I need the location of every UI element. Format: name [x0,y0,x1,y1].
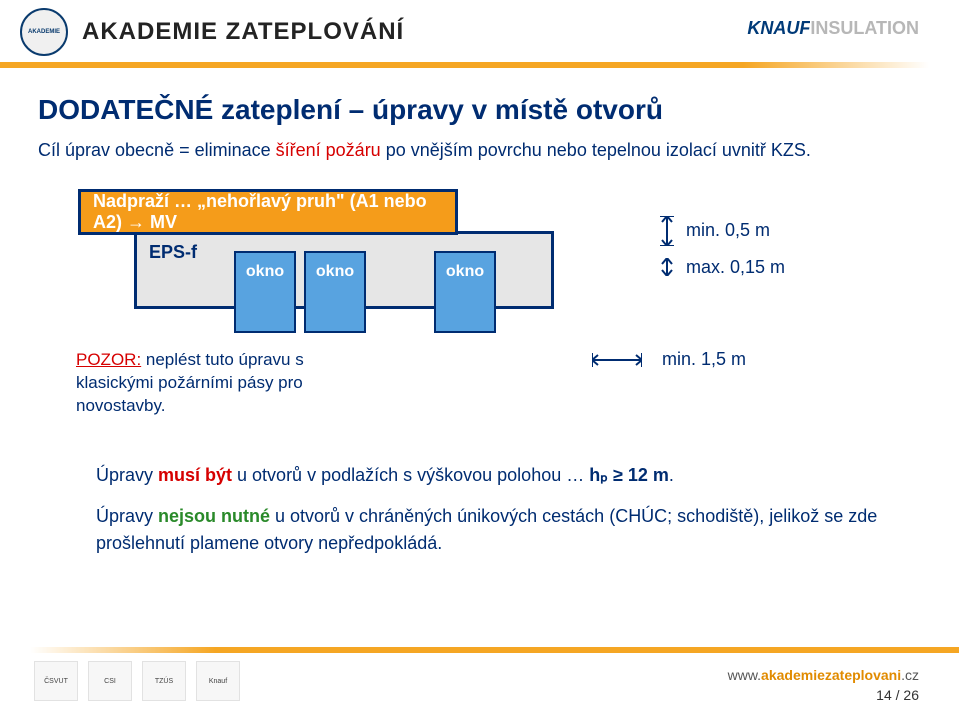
bullet-list: Úpravy musí být u otvorů v podlažích s v… [96,462,921,557]
bullet-2: Úpravy nejsou nutné u otvorů v chráněnýc… [96,503,921,557]
header-rule [0,62,929,68]
vertical-arrow-icon [658,258,676,276]
b1-red: musí být [158,465,232,485]
pozor-note: POZOR: neplést tuto úpravu s klasickými … [76,349,346,418]
brand-logo: KNAUFINSULATION [747,18,919,39]
subtitle-before: Cíl úprav obecně = eliminace [38,140,276,160]
diagram-wrap: Nadpraží … „nehořlavý pruh" (A1 nebo A2)… [78,189,628,309]
brand-suffix: INSULATION [810,18,919,38]
dimension-labels: min. 0,5 m max. 0,15 m [658,215,785,282]
bullet-1: Úpravy musí být u otvorů v podlažích s v… [96,462,921,489]
subtitle-after: po vnějším povrchu nebo tepelnou izolací… [381,140,811,160]
footer-logo-3: TZÚS [142,661,186,701]
subtitle-red: šíření požáru [276,140,381,160]
footer-rule [30,647,959,653]
b1-after: u otvorů v podlažích s výškovou polohou … [232,465,589,485]
b1-hp: hₚ ≥ 12 m [589,465,669,485]
slide-title: DODATEČNÉ zateplení – úpravy v místě otv… [38,94,921,126]
diagram-top-row: Nadpraží … „nehořlavý pruh" (A1 nebo A2)… [78,189,921,309]
window-row: okno okno okno [234,251,496,333]
window-2: okno [304,251,366,333]
footer-logo-4: Knauf [196,661,240,701]
b2-before: Úpravy [96,506,158,526]
vertical-arrow-icon [658,216,676,246]
dim-max015: max. 0,15 m [686,252,785,283]
url-prefix: www. [728,667,761,683]
b1-end: . [669,465,674,485]
diagram-second-row: POZOR: neplést tuto úpravu s klasickými … [76,349,921,418]
dim-min15: min. 1,5 m [662,349,746,370]
url-suffix: .cz [901,667,919,683]
dim-min15-group: min. 1,5 m [592,349,746,370]
dim-min05-group: min. 0,5 m [658,215,785,246]
dim-min05: min. 0,5 m [686,215,770,246]
horizontal-arrow-icon [592,353,642,367]
nadprazi-box: Nadpraží … „nehořlavý pruh" (A1 nebo A2)… [78,189,458,235]
header: AKADEMIE AKADEMIE ZATEPLOVÁNÍ KNAUFINSUL… [0,0,959,64]
footer-logo-2: CSI [88,661,132,701]
pozor-label: POZOR: [76,350,141,369]
dim-max015-group: max. 0,15 m [658,252,785,283]
slide-subtitle: Cíl úprav obecně = eliminace šíření požá… [38,140,921,161]
page-number: 14 / 26 [876,687,919,703]
url-domain: akademiezateplovani [761,667,901,683]
footer-logos: ČSVUT CSI TZÚS Knauf [34,661,240,701]
window-1: okno [234,251,296,333]
footer-logo-1: ČSVUT [34,661,78,701]
footer: ČSVUT CSI TZÚS Knauf www.akademiezateplo… [0,647,959,713]
footer-url: www.akademiezateplovani.cz [728,667,919,683]
header-title: AKADEMIE ZATEPLOVÁNÍ [82,18,404,46]
academy-logo: AKADEMIE [20,8,68,56]
b1-before: Úpravy [96,465,158,485]
b2-green: nejsou nutné [158,506,270,526]
brand-prefix: KNAUF [747,18,810,38]
window-3: okno [434,251,496,333]
slide-content: DODATEČNÉ zateplení – úpravy v místě otv… [0,64,959,557]
